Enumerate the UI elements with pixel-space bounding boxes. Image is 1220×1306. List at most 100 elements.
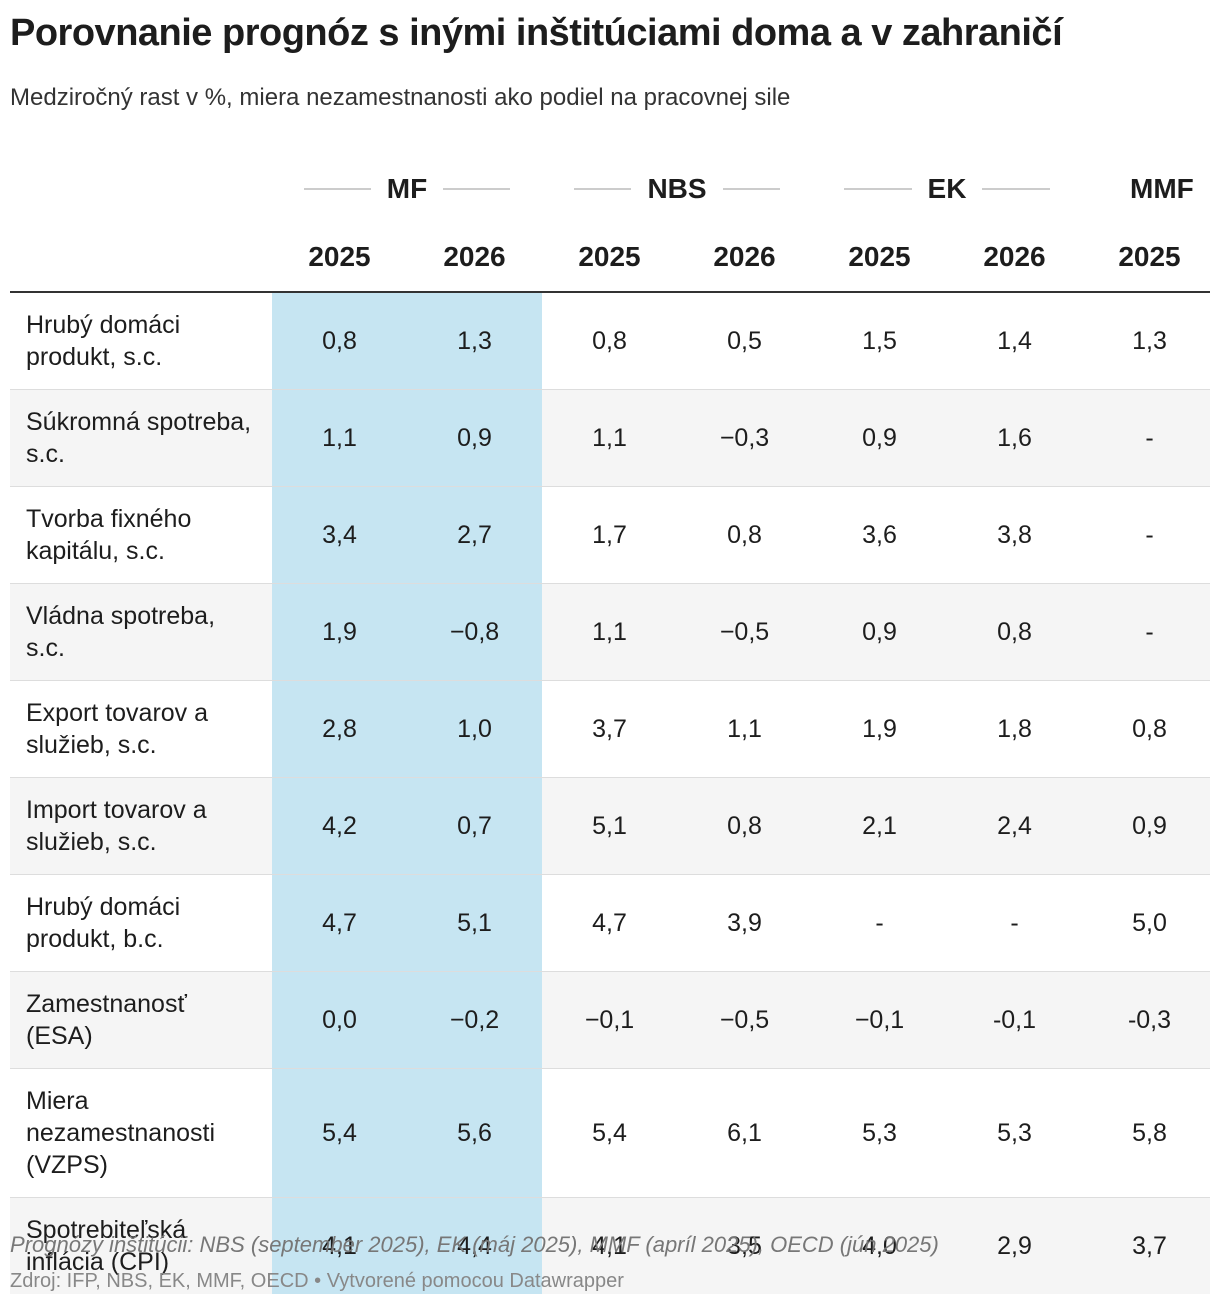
cell: 5,4 bbox=[542, 1068, 677, 1198]
cell: 0,5 bbox=[677, 292, 812, 390]
year-header: 2026 bbox=[947, 223, 1082, 293]
row: Miera nezamestnanosti (VZPS) 5,4 5,6 5,4 6,1… bbox=[10, 1068, 1210, 1198]
cell: 3,7 bbox=[542, 680, 677, 778]
cell: 1,6 bbox=[947, 389, 1082, 487]
row-label: Súkromná spotreba, s.c. bbox=[10, 389, 272, 487]
row-label: Spotrebiteľská inflácia (CPI) bbox=[10, 1197, 272, 1294]
cell: 4,1 bbox=[542, 1197, 677, 1294]
cell: 0,9 bbox=[1082, 777, 1210, 875]
cell: 1,9 bbox=[272, 583, 407, 681]
group: MMF bbox=[1082, 173, 1210, 205]
cell: - bbox=[812, 874, 947, 972]
cell: 5,3 bbox=[812, 1068, 947, 1198]
group-header: NBS bbox=[542, 155, 812, 223]
rule bbox=[574, 188, 632, 190]
cell: 1,3 bbox=[1082, 292, 1210, 390]
cell: 5,8 bbox=[1082, 1068, 1210, 1198]
cell: 0,9 bbox=[812, 389, 947, 487]
row-label: Tvorba fixného kapitálu, s.c. bbox=[10, 486, 272, 584]
rule bbox=[982, 188, 1050, 190]
cell: 1,5 bbox=[812, 292, 947, 390]
cell: 5,6 bbox=[407, 1068, 542, 1198]
row-label: Hrubý domáci produkt, b.c. bbox=[10, 874, 272, 972]
group-label: MF bbox=[386, 173, 428, 204]
row: Vládna spotreba, s.c. 1,9 −0,8 1,1 −0,5 0,9 0,… bbox=[10, 583, 1210, 681]
cell: 3,4 bbox=[272, 486, 407, 584]
row-label: Hrubý domáci produkt, s.c. bbox=[10, 292, 272, 390]
cell: 4,7 bbox=[542, 874, 677, 972]
cell: 1,7 bbox=[542, 486, 677, 584]
cell: 2,8 bbox=[272, 680, 407, 778]
cell: 4,2 bbox=[272, 777, 407, 875]
cell: 0,8 bbox=[677, 777, 812, 875]
cell: 5,0 bbox=[1082, 874, 1210, 972]
cell: 0,8 bbox=[542, 292, 677, 390]
row: Spotrebiteľská inflácia (CPI) 4,1 4,4 4,1 3,… bbox=[10, 1197, 1210, 1294]
source: Zdroj: IFP, NBS, EK, MMF, OECD • Vytvore… bbox=[10, 1270, 624, 1292]
cell: 1,0 bbox=[407, 680, 542, 778]
row-label: Miera nezamestnanosti (VZPS) bbox=[10, 1068, 272, 1198]
cell: 4,7 bbox=[272, 874, 407, 972]
row: Export tovarov a služieb, s.c. 2,8 1,0 3,7 1… bbox=[10, 680, 1210, 778]
row-label: Vládna spotreba, s.c. bbox=[10, 583, 272, 681]
row-label: Zamestnanosť (ESA) bbox=[10, 971, 272, 1069]
cell: 4,0 bbox=[812, 1197, 947, 1294]
cell: 1,9 bbox=[812, 680, 947, 778]
group-label: MMF bbox=[1130, 173, 1194, 204]
cell: - bbox=[947, 874, 1082, 972]
cell: 0,8 bbox=[677, 486, 812, 584]
cell: 4,1 bbox=[272, 1197, 407, 1294]
cell: 5,4 bbox=[272, 1068, 407, 1198]
cell: 1,8 bbox=[947, 680, 1082, 778]
cell: 0,0 bbox=[272, 971, 407, 1069]
table-wrap: MF NBS EK MMF 2025 2026 2025 2026 2025 2026 2025 H… bbox=[10, 155, 1210, 1294]
group-header: MF bbox=[272, 155, 542, 223]
row-label: Export tovarov a služieb, s.c. bbox=[10, 680, 272, 778]
cell: 2,9 bbox=[947, 1197, 1082, 1294]
row: Hrubý domáci produkt, b.c. 4,7 5,1 4,7 3,9- -… bbox=[10, 874, 1210, 972]
table: MF NBS EK MMF 2025 2026 2025 2026 2025 2026 2025 H… bbox=[10, 155, 1210, 1294]
cell: 6,1 bbox=[677, 1068, 812, 1198]
cell: -0,3 bbox=[1082, 971, 1210, 1069]
cell: 1,3 bbox=[407, 292, 542, 390]
note: Prognózy inštitúcii: NBS (september 2025… bbox=[10, 1232, 939, 1257]
title: Porovnanie prognóz s inými inštitúciami … bbox=[10, 12, 1063, 54]
cell: 1,4 bbox=[947, 292, 1082, 390]
cell: 3,7 bbox=[1082, 1197, 1210, 1294]
group-header: MMF bbox=[1082, 155, 1210, 223]
row: Súkromná spotreba, s.c. 1,1 0,9 1,1 −0,3 0,9 1… bbox=[10, 389, 1210, 487]
cell: 3,8 bbox=[947, 486, 1082, 584]
group: NBS bbox=[542, 173, 812, 205]
cell: 3,9 bbox=[677, 874, 812, 972]
cell: −0,2 bbox=[407, 971, 542, 1069]
year-header: 2025 bbox=[272, 223, 407, 293]
cell: −0,3 bbox=[677, 389, 812, 487]
cell: 5,1 bbox=[407, 874, 542, 972]
rule bbox=[722, 188, 780, 190]
cell: 0,8 bbox=[272, 292, 407, 390]
cell: 0,8 bbox=[947, 583, 1082, 681]
cell: −0,5 bbox=[677, 971, 812, 1069]
group-label: EK bbox=[927, 173, 967, 204]
row: Tvorba fixného kapitálu, s.c. 3,4 2,7 1,7 0,… bbox=[10, 486, 1210, 584]
cell: 5,1 bbox=[542, 777, 677, 875]
cell: - bbox=[1082, 486, 1210, 584]
rule bbox=[304, 188, 371, 190]
cell: 5,3 bbox=[947, 1068, 1082, 1198]
year-header: 2025 bbox=[542, 223, 677, 293]
year-header: 2026 bbox=[407, 223, 542, 293]
rule bbox=[443, 188, 510, 190]
cell: 2,4 bbox=[947, 777, 1082, 875]
group: MF bbox=[272, 173, 542, 205]
row: Zamestnanosť (ESA) 0,0 −0,2 −0,1 −0,5 −0,1 -0,… bbox=[10, 971, 1210, 1069]
year-header: 2025 bbox=[812, 223, 947, 293]
cell: 1,1 bbox=[272, 389, 407, 487]
cell: −0,5 bbox=[677, 583, 812, 681]
group-header: EK bbox=[812, 155, 1082, 223]
subtitle: Medziročný rast v %, miera nezamestnanos… bbox=[10, 84, 791, 111]
cell: - bbox=[1082, 389, 1210, 487]
cell: 2,1 bbox=[812, 777, 947, 875]
cell: 3,5 bbox=[677, 1197, 812, 1294]
cell: 1,1 bbox=[542, 583, 677, 681]
